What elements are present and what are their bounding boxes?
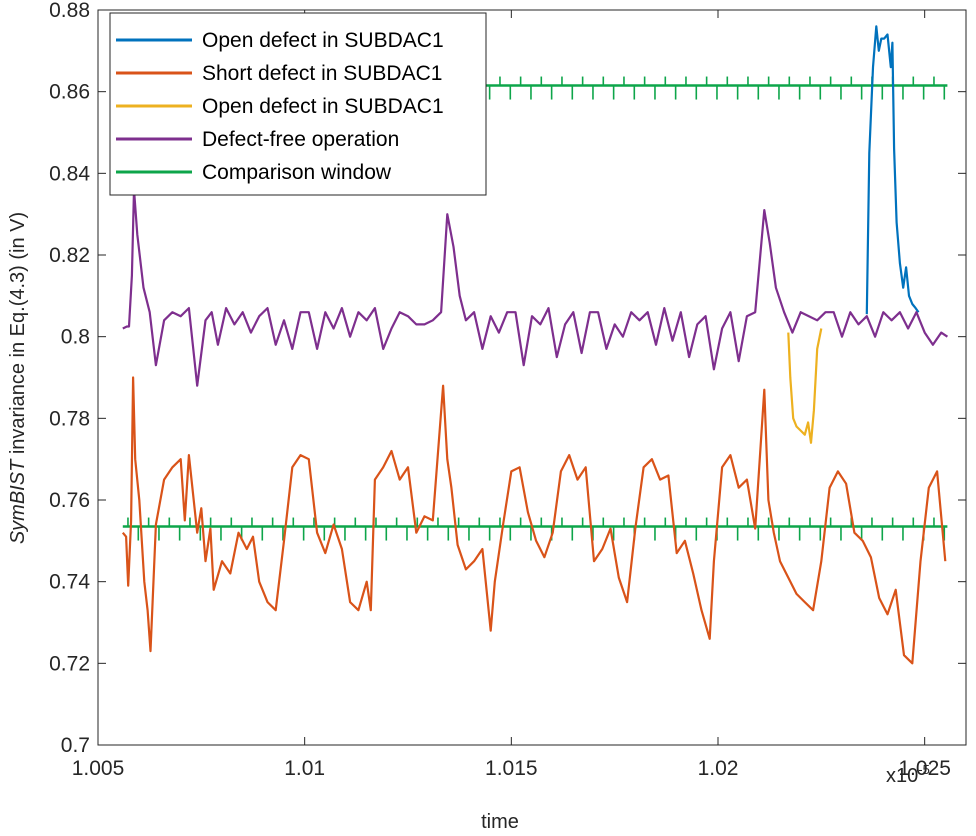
x-tick-label: 1.015 [485,757,538,780]
legend-label-3: Open defect in SUBDAC1 [202,95,444,118]
y-tick-label: 0.8 [61,326,90,349]
x-axis-exponent: x10-5 [886,762,930,787]
x-axis-title: time [481,811,519,833]
legend-label-1: Open defect in SUBDAC1 [202,29,444,52]
y-axis-title-suffix: invariance in Eq.(4.3) (in V) [7,212,29,460]
y-tick-label: 0.86 [49,81,90,104]
y-axis-title-italic: BIST [7,458,29,504]
tick-layer: 1.005 1.01 1.015 1.02 1.025 0.7 0.72 0.74 0.76 0.… [49,0,966,780]
y-axis-title: SymBIST invariance in Eq.(4.3) (in V) [7,212,29,544]
legend: Open defect in SUBDAC1 Short defect in S… [109,12,487,196]
x-tick-label: 1.005 [72,757,125,780]
y-tick-label: 0.78 [49,407,90,430]
x-axis-exponent-base: x10 [886,765,918,787]
x-tick-label: 1.02 [698,757,739,780]
y-tick-label: 0.76 [49,489,90,512]
legend-label-4: Defect-free operation [202,128,399,151]
y-tick-label: 0.72 [49,652,90,675]
series-line-2 [121,376,947,665]
y-tick-label: 0.88 [49,0,90,22]
x-axis-exponent-power: -5 [918,762,930,777]
series-line-3 [787,328,823,444]
legend-label-5: Comparison window [202,161,392,184]
series-line-4 [122,188,949,387]
y-tick-label: 0.7 [61,734,90,757]
series-line-1 [865,25,920,315]
y-tick-label: 0.74 [49,571,90,594]
y-tick-label: 0.82 [49,244,90,267]
x-tick-label: 1.025 [898,757,951,780]
legend-label-2: Short defect in SUBDAC1 [202,62,442,85]
axes-box [97,9,967,746]
y-axis-title-prefix: Sym [7,504,29,544]
legend-box [109,12,487,196]
x-tick-label: 1.01 [284,757,325,780]
y-tick-label: 0.84 [49,162,90,185]
